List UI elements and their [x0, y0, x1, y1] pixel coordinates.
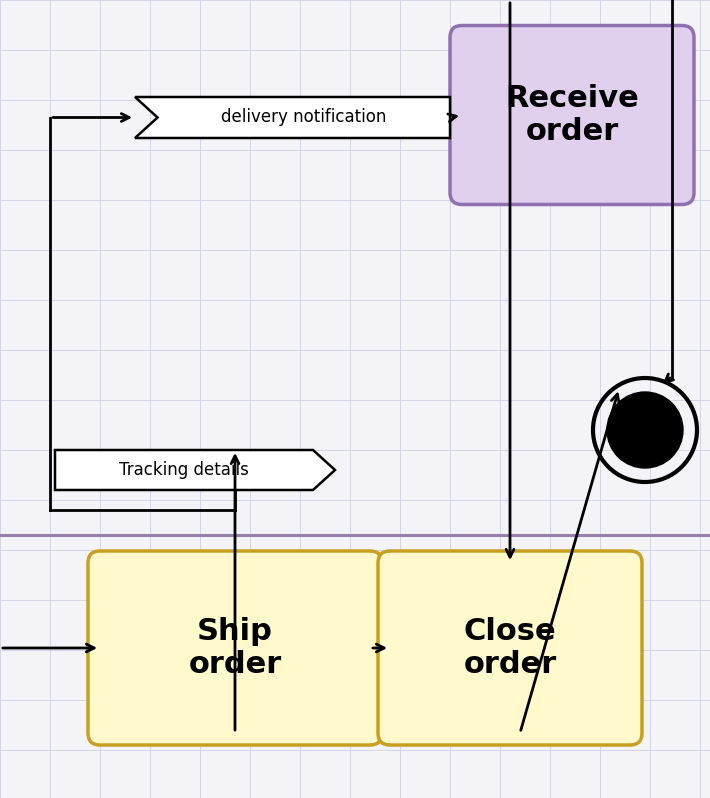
Circle shape — [607, 392, 683, 468]
FancyBboxPatch shape — [450, 26, 694, 204]
Text: Close
order: Close order — [464, 617, 557, 679]
FancyBboxPatch shape — [88, 551, 382, 745]
Polygon shape — [135, 97, 450, 138]
Text: Tracking details: Tracking details — [119, 461, 249, 479]
FancyBboxPatch shape — [378, 551, 642, 745]
Polygon shape — [55, 450, 335, 490]
Text: Ship
order: Ship order — [188, 617, 282, 679]
Text: delivery notification: delivery notification — [221, 109, 386, 127]
Text: Receive
order: Receive order — [505, 84, 639, 146]
